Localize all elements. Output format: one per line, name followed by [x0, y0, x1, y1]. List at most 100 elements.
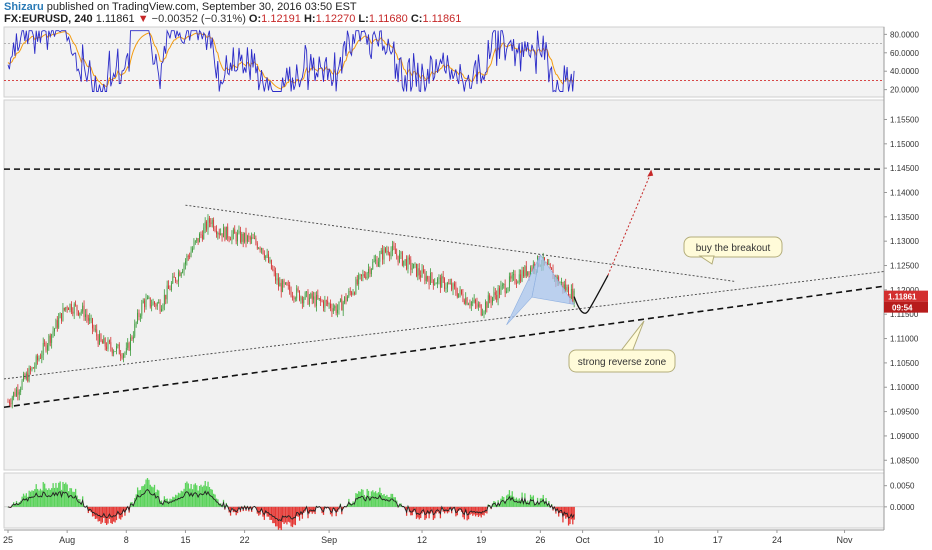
osc-bar — [213, 493, 215, 507]
osc-bar — [44, 483, 46, 507]
time-axis-label: 17 — [713, 535, 723, 545]
author-name[interactable]: Shizaru — [4, 1, 44, 13]
candle-body — [234, 229, 236, 234]
candle-body — [427, 276, 429, 280]
candle-body — [254, 238, 255, 239]
candle-body — [283, 280, 285, 284]
osc-bar — [429, 506, 432, 514]
candle-body — [296, 288, 298, 299]
rsi-tick-label: 40.0000 — [890, 67, 919, 76]
osc-bar — [287, 506, 289, 522]
rsi-line — [7, 29, 575, 93]
osc-bar — [142, 485, 144, 507]
falling-trendline — [185, 204, 736, 282]
candle-body — [200, 234, 202, 235]
candle-body — [228, 237, 230, 240]
osc-bar — [234, 506, 236, 513]
osc-bar — [114, 506, 116, 523]
candle-body — [432, 279, 434, 285]
candle-body — [406, 259, 407, 270]
candle-body — [63, 307, 65, 310]
candle-body — [458, 293, 460, 298]
osc-bar — [484, 506, 487, 513]
candle-body — [492, 297, 493, 303]
osc-bar — [196, 485, 198, 507]
candle-body — [9, 401, 10, 404]
osc-bar — [572, 506, 574, 525]
symbol-label[interactable]: FX:EURUSD, 240 — [4, 13, 93, 25]
osc-bar — [107, 506, 109, 524]
candle-body — [387, 250, 389, 254]
osc-bar — [120, 506, 122, 520]
candle-body — [255, 238, 257, 244]
candle-body — [459, 289, 461, 294]
candle-body — [331, 308, 333, 312]
osc-bar — [214, 494, 216, 507]
candle-body — [469, 304, 471, 306]
candle-body — [169, 288, 171, 291]
osc-bar — [194, 483, 197, 507]
candle-body — [455, 286, 457, 293]
candle-body — [16, 389, 17, 396]
candle-body — [235, 233, 237, 242]
osc-bar — [49, 489, 51, 507]
osc-bar — [417, 506, 419, 518]
candle-body — [256, 243, 258, 249]
osc-bar — [148, 479, 150, 507]
candle-body — [311, 293, 313, 300]
osc-bar — [391, 493, 394, 507]
osc-bar — [72, 491, 74, 507]
candle-body — [106, 346, 107, 350]
candle-body — [206, 221, 207, 230]
candle-body — [259, 247, 261, 250]
oscillator-group — [4, 478, 884, 531]
candle-body — [528, 271, 530, 276]
osc-bar — [149, 484, 151, 507]
price-tick-label: 1.13000 — [890, 237, 919, 246]
osc-bar — [473, 506, 475, 515]
candle-body — [216, 230, 217, 235]
candle-body — [172, 276, 174, 284]
candle-body — [44, 342, 46, 344]
candle-body — [349, 291, 351, 293]
ohlc-line: FX:EURUSD, 240 1.11861 ▼ −0.00352 (−0.31… — [4, 13, 461, 25]
candle-body — [313, 296, 315, 300]
candle-body — [437, 278, 438, 284]
candle-body — [131, 337, 133, 340]
candle-body — [310, 293, 312, 298]
candle-body — [61, 313, 62, 321]
osc-bar — [94, 506, 97, 520]
osc-bar — [56, 487, 58, 507]
osc-bar — [53, 487, 56, 507]
candle-body — [251, 237, 253, 240]
candle-body — [558, 277, 560, 285]
candle-body — [354, 292, 355, 294]
candle-body — [159, 302, 161, 312]
price-tick-label: 1.15000 — [890, 140, 919, 149]
price-axis-bg — [884, 27, 932, 550]
osc-bar — [100, 506, 102, 524]
osc-bar — [97, 506, 99, 522]
candle-body — [297, 288, 299, 291]
candle-body — [321, 300, 323, 302]
osc-bar — [207, 481, 209, 507]
candle-body — [151, 305, 153, 307]
candle-body — [187, 255, 189, 257]
candle-body — [41, 355, 43, 359]
price-tick-label: 1.10500 — [890, 359, 919, 368]
candle-body — [194, 240, 196, 243]
candle-body — [35, 356, 37, 367]
high-value: 1.12270 — [315, 13, 356, 25]
candle-body — [100, 334, 102, 342]
price-tick-label: 1.08500 — [890, 456, 919, 465]
candle-body — [425, 276, 427, 282]
candle-body — [438, 277, 440, 279]
osc-bar — [208, 486, 211, 507]
candle-body — [116, 346, 117, 352]
candle-body — [107, 340, 109, 350]
candle-body — [124, 352, 126, 355]
osc-bar — [539, 498, 542, 507]
osc-bar — [69, 488, 71, 507]
candle-body — [135, 322, 137, 324]
